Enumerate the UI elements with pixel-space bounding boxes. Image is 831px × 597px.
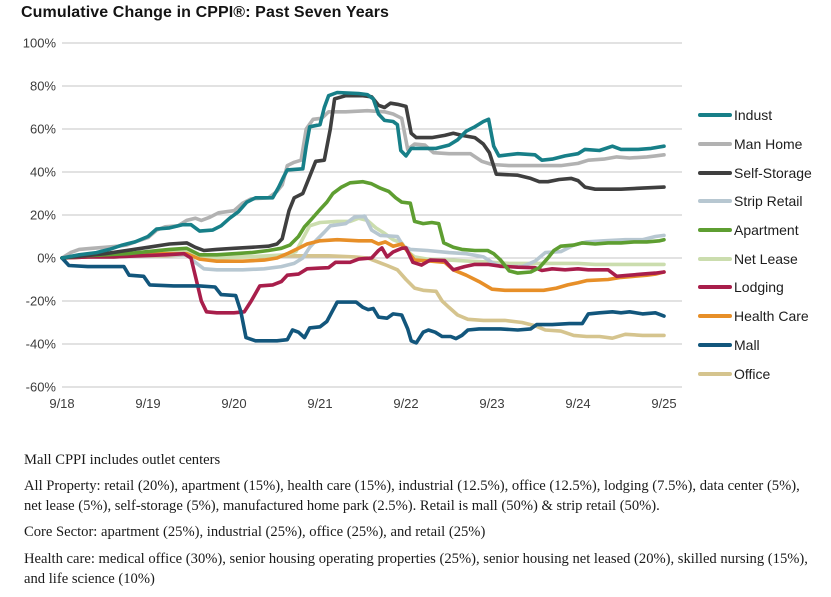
x-tick-label: 9/18 [49,396,74,411]
legend-label: Office [734,365,771,382]
legend-swatch [698,314,732,319]
footnote-all-property: All Property: retail (20%), apartment (1… [24,478,800,515]
series-line-indust [60,90,666,260]
legend-label: Indust [734,107,773,124]
legend-item-health-care: Health Care [698,302,828,331]
legend-swatch [698,285,732,290]
series-line-lodging [60,246,666,315]
y-tick-label: 40% [30,165,56,180]
x-tick-label: 9/20 [221,396,246,411]
legend-swatch [698,170,732,175]
footnote-core-sector: Core Sector: apartment (25%), industrial… [24,524,486,541]
legend-label: Man Home [734,136,803,153]
series-line-man-home [60,108,666,260]
legend-item-lodging: Lodging [698,273,828,302]
legend-swatch [698,113,732,118]
legend-swatch [698,256,732,261]
footnotes: Mall CPPI includes outlet centers All Pr… [24,450,819,595]
y-tick-label: 80% [30,79,56,94]
legend-swatch [698,228,732,233]
series-line-office [60,253,666,341]
x-tick-label: 9/23 [479,396,504,411]
y-tick-label: 100% [23,36,57,51]
y-tick-label: 60% [30,122,56,137]
footnote-mall: Mall CPPI includes outlet centers [24,452,221,468]
x-tick-label: 9/19 [135,396,160,411]
y-tick-label: -20% [26,294,57,309]
y-tick-label: 20% [30,208,56,223]
legend-swatch [698,342,732,347]
legend-label: Net Lease [734,250,798,267]
series-line-self-storage [60,93,666,260]
legend-item-apartment: Apartment [698,216,828,245]
legend-swatch [698,371,732,376]
x-tick-label: 9/21 [307,396,332,411]
cppi-line-chart: 100% 80% 60% 40% 20% 0% -20% -40% -60%9/18 9/19 9/… [23,36,682,411]
legend-item-net-lease: Net Lease [698,244,828,273]
series-line-strip-retail [60,214,666,272]
series-line-health-care [60,237,666,293]
legend-swatch [698,199,732,204]
legend-item-man-home: Man Home [698,130,828,159]
legend-label: Strip Retail [734,193,803,210]
legend-label: Self-Storage [734,164,812,181]
legend-label: Mall [734,336,760,353]
series-line-mall [60,256,666,345]
y-tick-label: -40% [26,337,57,352]
x-tick-label: 9/24 [565,396,590,411]
legend-label: Apartment [734,222,799,239]
legend-item-mall: Mall [698,331,828,360]
y-tick-label: 0% [37,251,56,266]
legend-item-self-storage: Self-Storage [698,158,828,187]
legend-item-indust: Indust [698,101,828,130]
legend-label: Health Care [734,308,809,325]
legend-label: Lodging [734,279,784,296]
x-tick-label: 9/22 [393,396,418,411]
y-tick-label: -60% [26,380,57,395]
chart-title: Cumulative Change in CPPI®: Past Seven Y… [21,4,390,21]
legend-swatch [698,142,732,147]
legend-item-office: Office [698,359,828,388]
chart-legend: Indust Man Home Self-Storage Strip Retail Ap… [698,101,828,388]
legend-item-strip-retail: Strip Retail [698,187,828,216]
series-line-apartment [60,179,666,275]
x-tick-label: 9/25 [651,396,676,411]
footnote-health-care: Health care: medical office (30%), senio… [24,550,808,587]
